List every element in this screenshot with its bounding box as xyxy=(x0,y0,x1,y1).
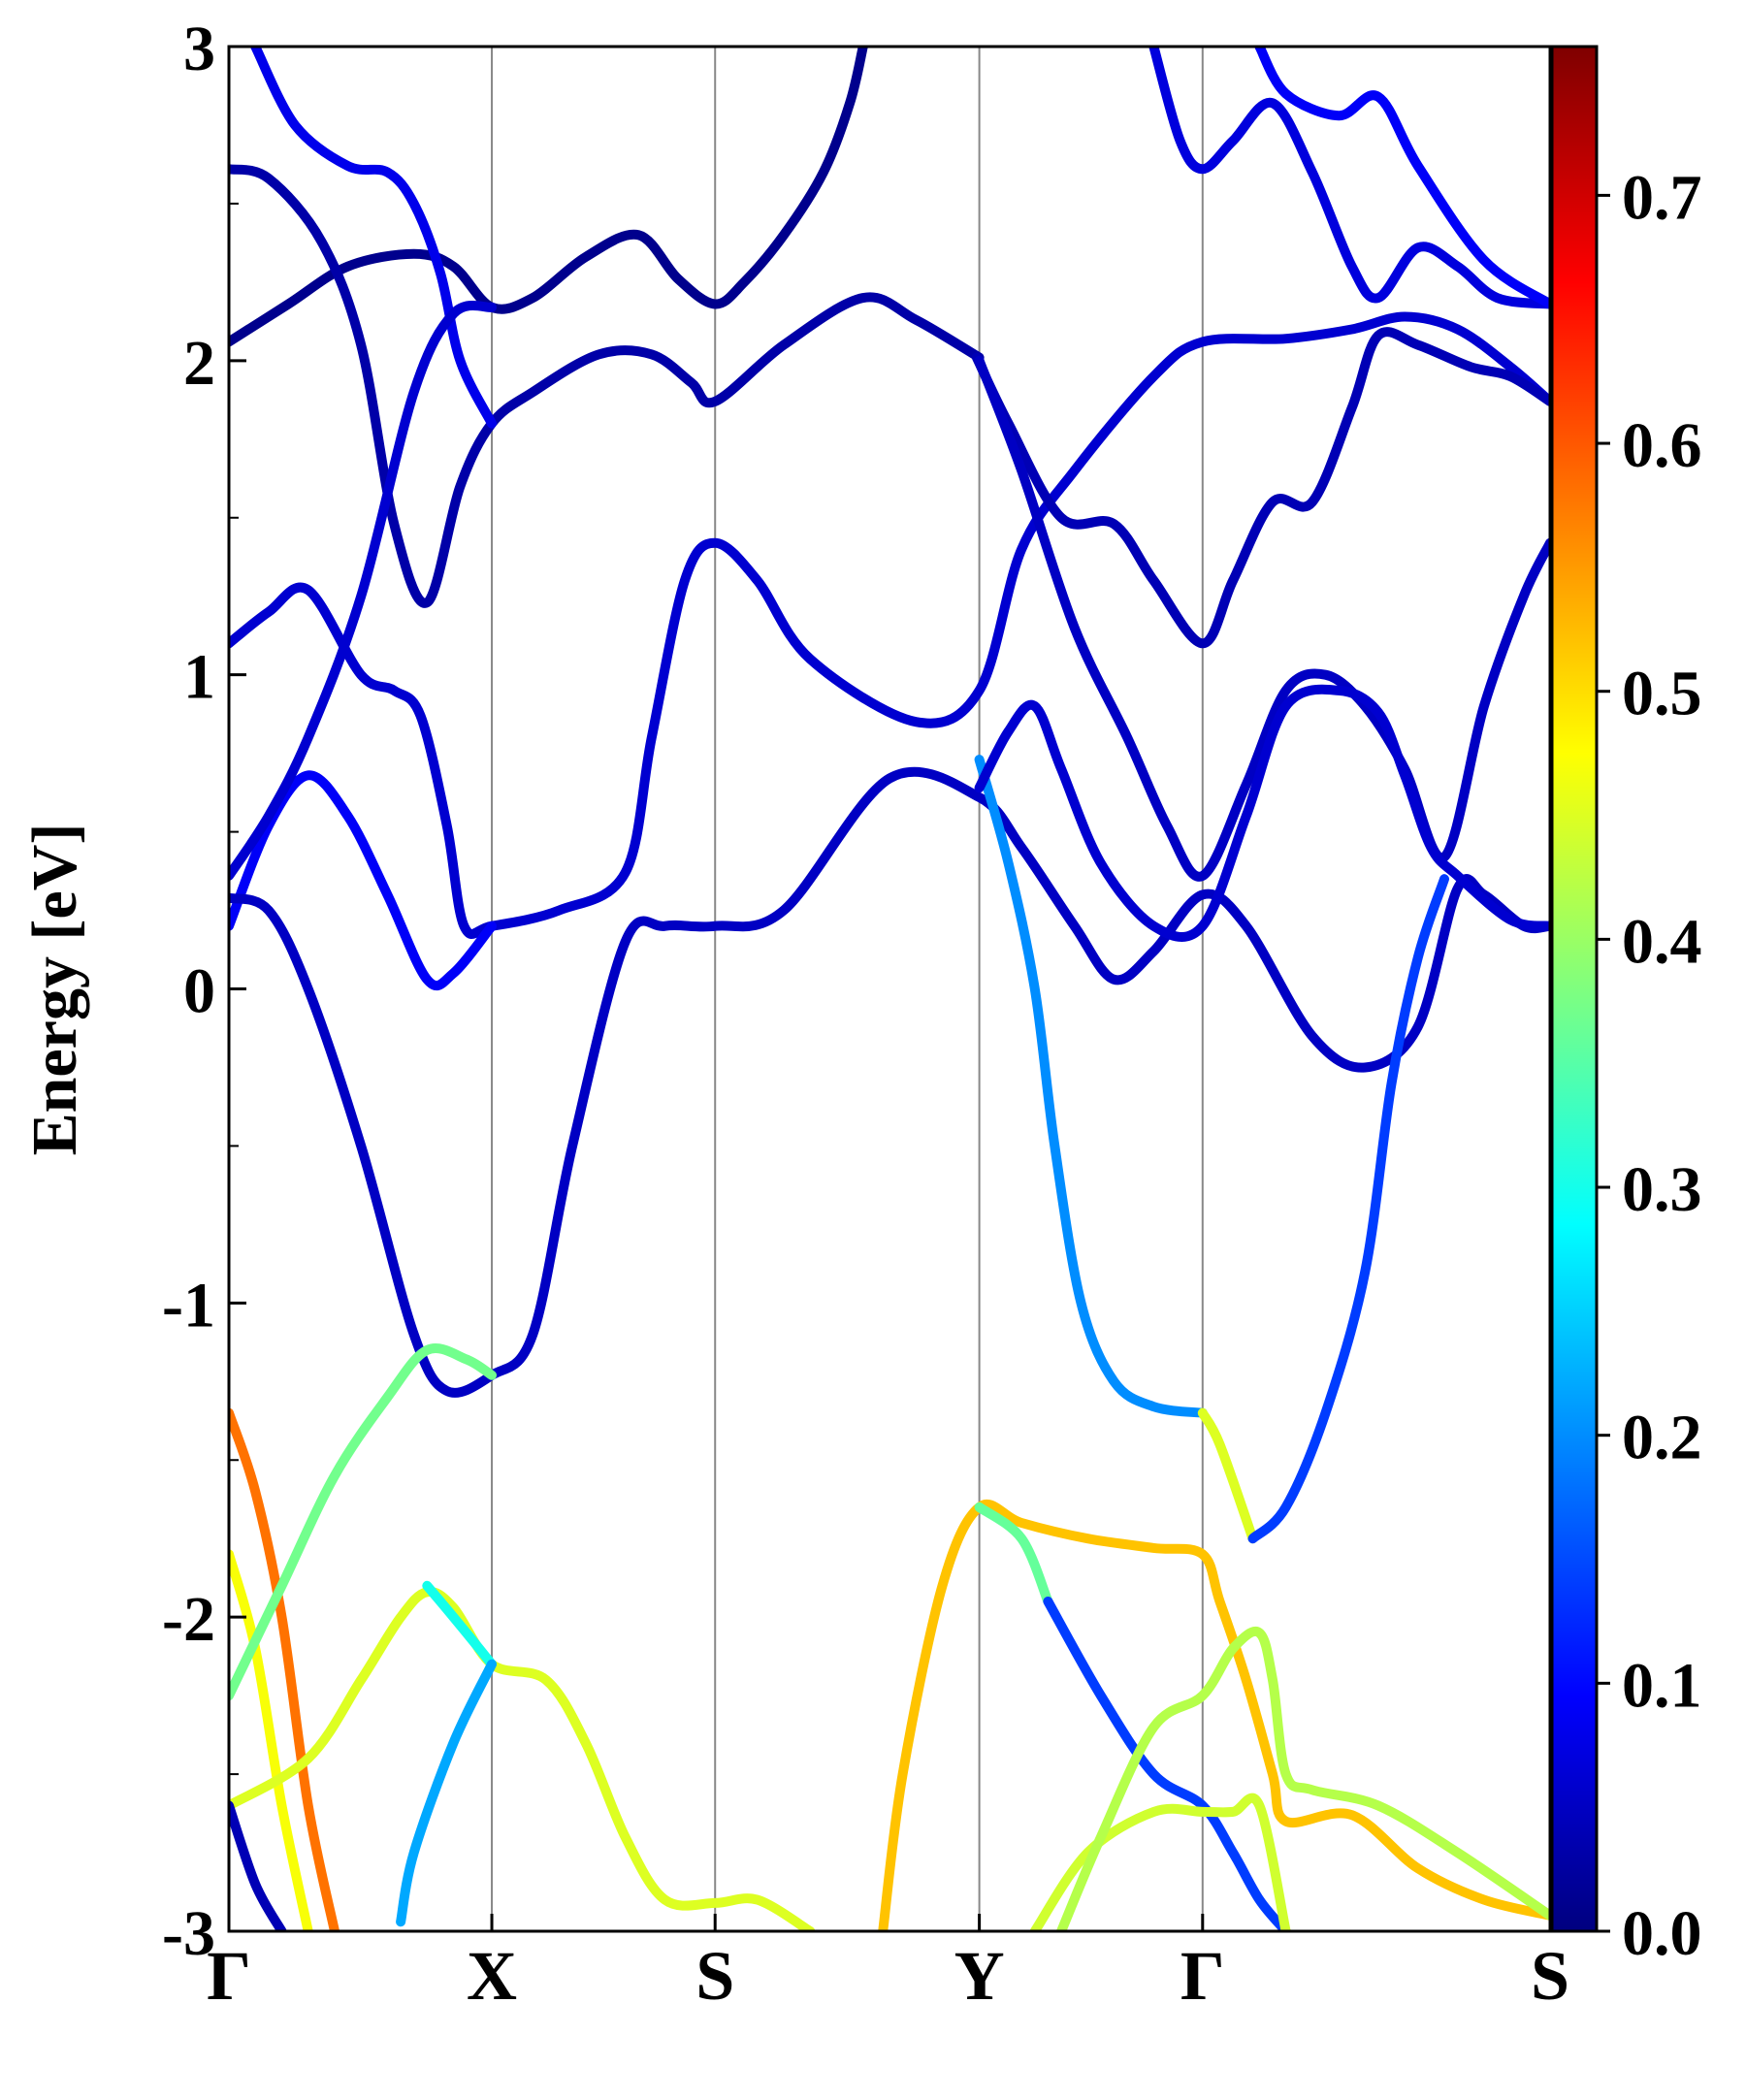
band-line xyxy=(1254,47,1550,309)
colorbar-tick-label: 0.4 xyxy=(1622,906,1702,977)
band-line xyxy=(974,1502,1053,1606)
band-line xyxy=(229,766,1550,1398)
k-point-label: S xyxy=(1531,1937,1569,2015)
colorbar-tick-label: 0.6 xyxy=(1622,410,1702,481)
colorbar-tick-label: 0.0 xyxy=(1622,1898,1702,1969)
band-line xyxy=(229,1800,287,1931)
band-line xyxy=(974,355,1550,882)
band-line xyxy=(229,1343,497,1701)
band-curves xyxy=(229,47,1550,1931)
k-point-label: S xyxy=(695,1937,734,2015)
colorbar xyxy=(1550,45,1599,1933)
k-point-label: Y xyxy=(954,1937,1005,2015)
y-axis-label: Energy [eV] xyxy=(19,824,90,1156)
colorbar-tick-label: 0.5 xyxy=(1622,659,1702,729)
k-point-divider-lines xyxy=(491,47,1204,1931)
y-tick-label: 2 xyxy=(183,328,215,399)
band-line xyxy=(229,164,985,608)
band-line xyxy=(422,1580,497,1669)
band-line xyxy=(1043,1597,1291,1931)
band-line xyxy=(229,47,868,347)
y-tick-label: 3 xyxy=(183,14,215,84)
band-line xyxy=(971,327,1550,649)
k-point-label: Γ xyxy=(1180,1937,1225,2015)
y-tick-label: -2 xyxy=(162,1584,215,1655)
colorbar-tick-label: 0.3 xyxy=(1622,1154,1702,1225)
band-line xyxy=(229,300,497,881)
y-tick-label: -1 xyxy=(162,1270,215,1341)
band-line xyxy=(1056,1627,1550,1931)
colorbar-tick-label: 0.2 xyxy=(1622,1403,1702,1473)
band-line xyxy=(229,1407,340,1931)
band-line xyxy=(229,1549,313,1931)
colorbar-tick-label: 0.7 xyxy=(1622,162,1702,233)
band-line xyxy=(1029,1793,1291,1931)
y-axis-ticks: -3 -2 -1 0 1 2 3 xyxy=(162,14,246,1969)
band-line xyxy=(229,1587,816,1931)
band-line xyxy=(1148,47,1550,309)
band-line xyxy=(250,47,497,429)
colorbar-ticks: 0.0 0.1 0.2 0.3 0.4 0.5 0.6 0.7 xyxy=(1597,162,1702,1969)
band-line xyxy=(1197,1407,1258,1544)
y-tick-label: 1 xyxy=(183,642,215,713)
k-point-label: X xyxy=(467,1937,517,2015)
y-tick-label: 0 xyxy=(183,956,215,1027)
k-point-label: Γ xyxy=(207,1937,251,2015)
band-line xyxy=(974,684,1550,943)
y-tick-label: -3 xyxy=(162,1898,215,1969)
band-line xyxy=(229,311,1550,939)
colorbar-tick-label: 0.1 xyxy=(1622,1650,1702,1721)
band-line xyxy=(878,1500,1550,1931)
band-line xyxy=(974,755,1208,1418)
band-line xyxy=(1247,874,1449,1544)
band-line xyxy=(396,1659,497,1927)
